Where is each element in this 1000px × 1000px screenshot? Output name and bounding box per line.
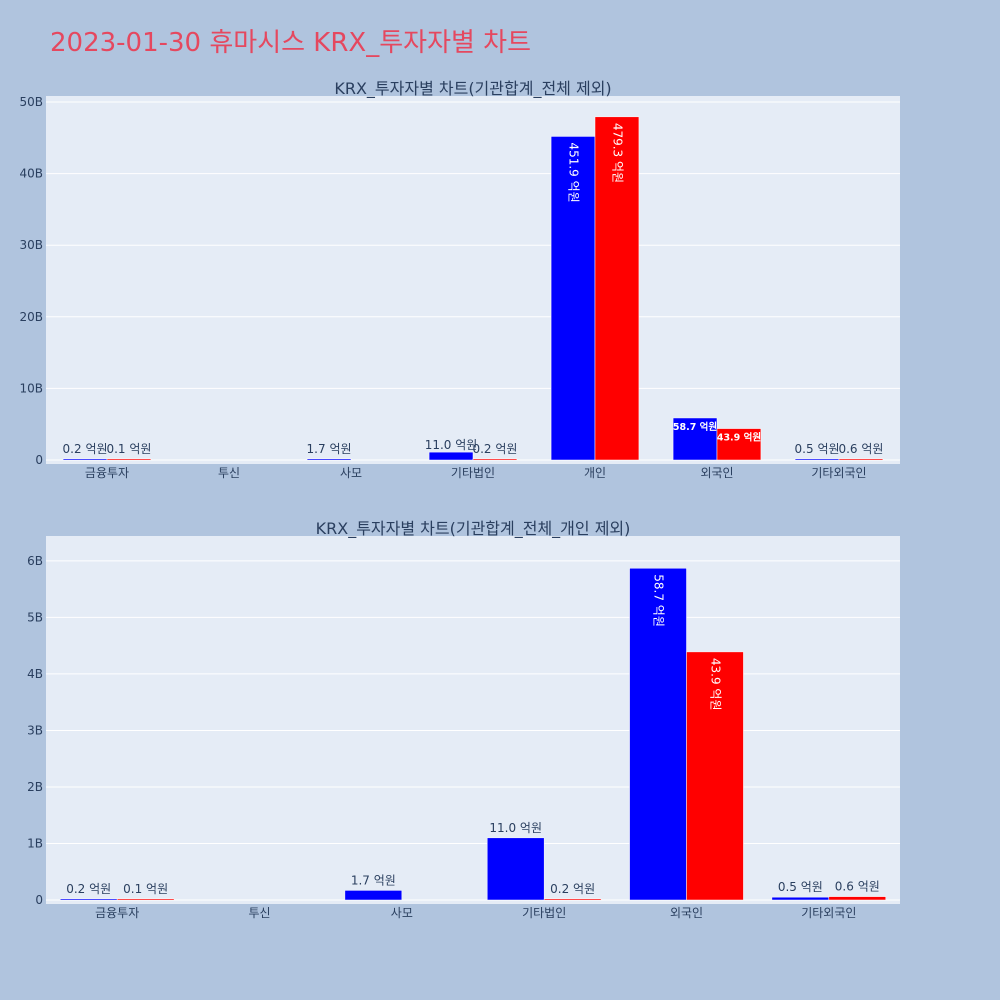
- data-label: 0.2 억원: [550, 882, 595, 896]
- data-label: 0.1 억원: [106, 442, 151, 456]
- y-tick-label: 3B: [27, 723, 43, 737]
- x-tick-label: 외국인: [700, 466, 733, 480]
- data-label: 0.2 억원: [472, 442, 517, 456]
- bar: [716, 428, 762, 461]
- data-label: 479.3 억원: [610, 123, 624, 183]
- bar: [794, 458, 840, 461]
- x-tick-label: 금융투자: [85, 466, 129, 480]
- data-label: 0.5 억원: [795, 442, 840, 456]
- y-tick-label: 40B: [19, 167, 43, 181]
- page-title: 2023-01-30 휴마시스 KRX_투자자별 차트: [50, 28, 532, 58]
- data-label: 58.7 억원: [673, 421, 717, 433]
- x-tick-label: 사모: [340, 466, 362, 480]
- data-label: 43.9 억원: [708, 658, 722, 711]
- data-label: 0.6 억원: [838, 442, 883, 456]
- y-tick-label: 1B: [27, 836, 43, 850]
- data-label: 0.1 억원: [123, 882, 168, 896]
- bar: [543, 898, 602, 901]
- data-label: 451.9 억원: [567, 142, 581, 202]
- chart-subtitle: KRX_투자자별 차트(기관합계_전체 제외): [334, 79, 611, 99]
- bar: [428, 451, 474, 461]
- data-label: 11.0 억원: [489, 821, 542, 835]
- chart-bottom: 0 1B 2B 3B 4B 5B 6B KRX_투자자별 차트(기관합계_전체_개인 제외) 금…: [27, 519, 900, 920]
- bar: [486, 837, 545, 901]
- data-label: 0.2 억원: [63, 442, 108, 456]
- bar: [838, 458, 884, 461]
- bar: [106, 458, 152, 461]
- x-tick-label: 개인: [584, 466, 606, 480]
- x-tick-label: 기타법인: [451, 466, 495, 480]
- bar: [116, 898, 175, 901]
- chart-subtitle: KRX_투자자별 차트(기관합계_전체_개인 제외): [316, 519, 631, 539]
- x-tick-label: 기타법인: [522, 906, 566, 920]
- y-tick-label: 0: [35, 893, 43, 907]
- x-tick-label: 외국인: [670, 906, 703, 920]
- bar: [629, 568, 687, 901]
- bar: [62, 458, 108, 461]
- data-label: 0.2 억원: [66, 882, 111, 896]
- x-tick-label: 기타외국인: [801, 906, 856, 920]
- bar: [828, 896, 887, 901]
- x-tick-label: 사모: [391, 906, 413, 920]
- data-label: 58.7 억원: [652, 574, 666, 627]
- data-label: 0.5 억원: [778, 880, 823, 894]
- y-tick-label: 2B: [27, 780, 43, 794]
- bar: [344, 890, 403, 901]
- x-tick-label: 투신: [218, 466, 240, 480]
- x-tick-label: 기타외국인: [811, 466, 866, 480]
- plot-area: [46, 96, 900, 464]
- data-label: 43.9 억원: [717, 432, 761, 444]
- plot-area: [46, 536, 900, 904]
- y-tick-label: 30B: [19, 238, 43, 252]
- y-tick-label: 0: [35, 453, 43, 467]
- bar: [472, 458, 518, 461]
- bar: [594, 116, 640, 461]
- y-tick-label: 20B: [19, 310, 43, 324]
- bar: [306, 458, 352, 461]
- bar: [771, 896, 830, 901]
- x-tick-label: 투신: [248, 906, 270, 920]
- y-tick-label: 4B: [27, 667, 43, 681]
- data-label: 1.7 억원: [307, 442, 352, 456]
- bar: [686, 651, 744, 901]
- data-label: 0.6 억원: [835, 880, 880, 894]
- chart-top: 0 10B 20B 30B 40B 50B KRX_투자자별 차트(기관합계_전체 제외) 금…: [19, 79, 900, 480]
- x-tick-label: 금융투자: [95, 906, 139, 920]
- bar: [59, 898, 118, 901]
- y-tick-label: 10B: [19, 381, 43, 395]
- bar: [672, 417, 718, 461]
- y-tick-label: 50B: [19, 95, 43, 109]
- data-label: 1.7 억원: [351, 873, 396, 887]
- y-tick-label: 5B: [27, 610, 43, 624]
- data-label: 11.0 억원: [425, 438, 478, 452]
- y-tick-label: 6B: [27, 554, 43, 568]
